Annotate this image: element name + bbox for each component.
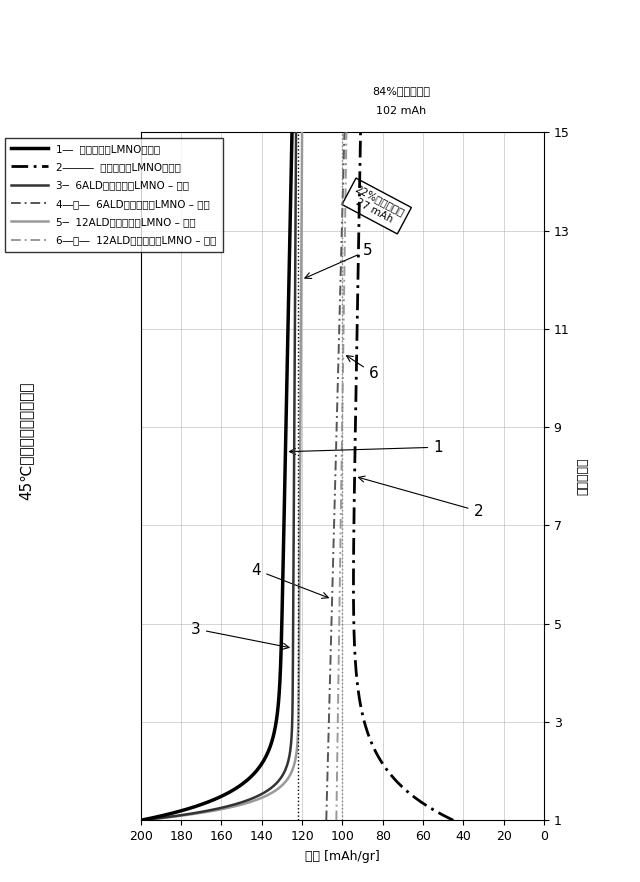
Legend: 1―  剈き出しのLMNO－充電, 2―――  剈き出しのLMNO－放電, 3─  6ALDサイクル／LMNO – 充電, 4―・―  6ALDサイクル／LMN: 1― 剈き出しのLMNO－充電, 2――― 剈き出しのLMNO－放電, 3─ 6… bbox=[5, 138, 223, 251]
Text: 3: 3 bbox=[191, 622, 289, 649]
Text: 45℃での充放電サイクル: 45℃での充放電サイクル bbox=[18, 382, 33, 500]
Text: 84%容量維持率: 84%容量維持率 bbox=[372, 86, 430, 96]
X-axis label: 容量 [mAh/gr]: 容量 [mAh/gr] bbox=[305, 850, 380, 863]
Text: 22%容量維持率
27 mAh: 22%容量維持率 27 mAh bbox=[348, 183, 406, 228]
Text: 2: 2 bbox=[358, 476, 483, 519]
Text: 1: 1 bbox=[289, 440, 443, 455]
Y-axis label: サイクル数: サイクル数 bbox=[577, 458, 589, 495]
Text: 102 mAh: 102 mAh bbox=[376, 106, 426, 116]
Text: 4: 4 bbox=[252, 563, 328, 598]
Text: 6: 6 bbox=[346, 355, 378, 381]
Text: 5: 5 bbox=[305, 243, 372, 279]
